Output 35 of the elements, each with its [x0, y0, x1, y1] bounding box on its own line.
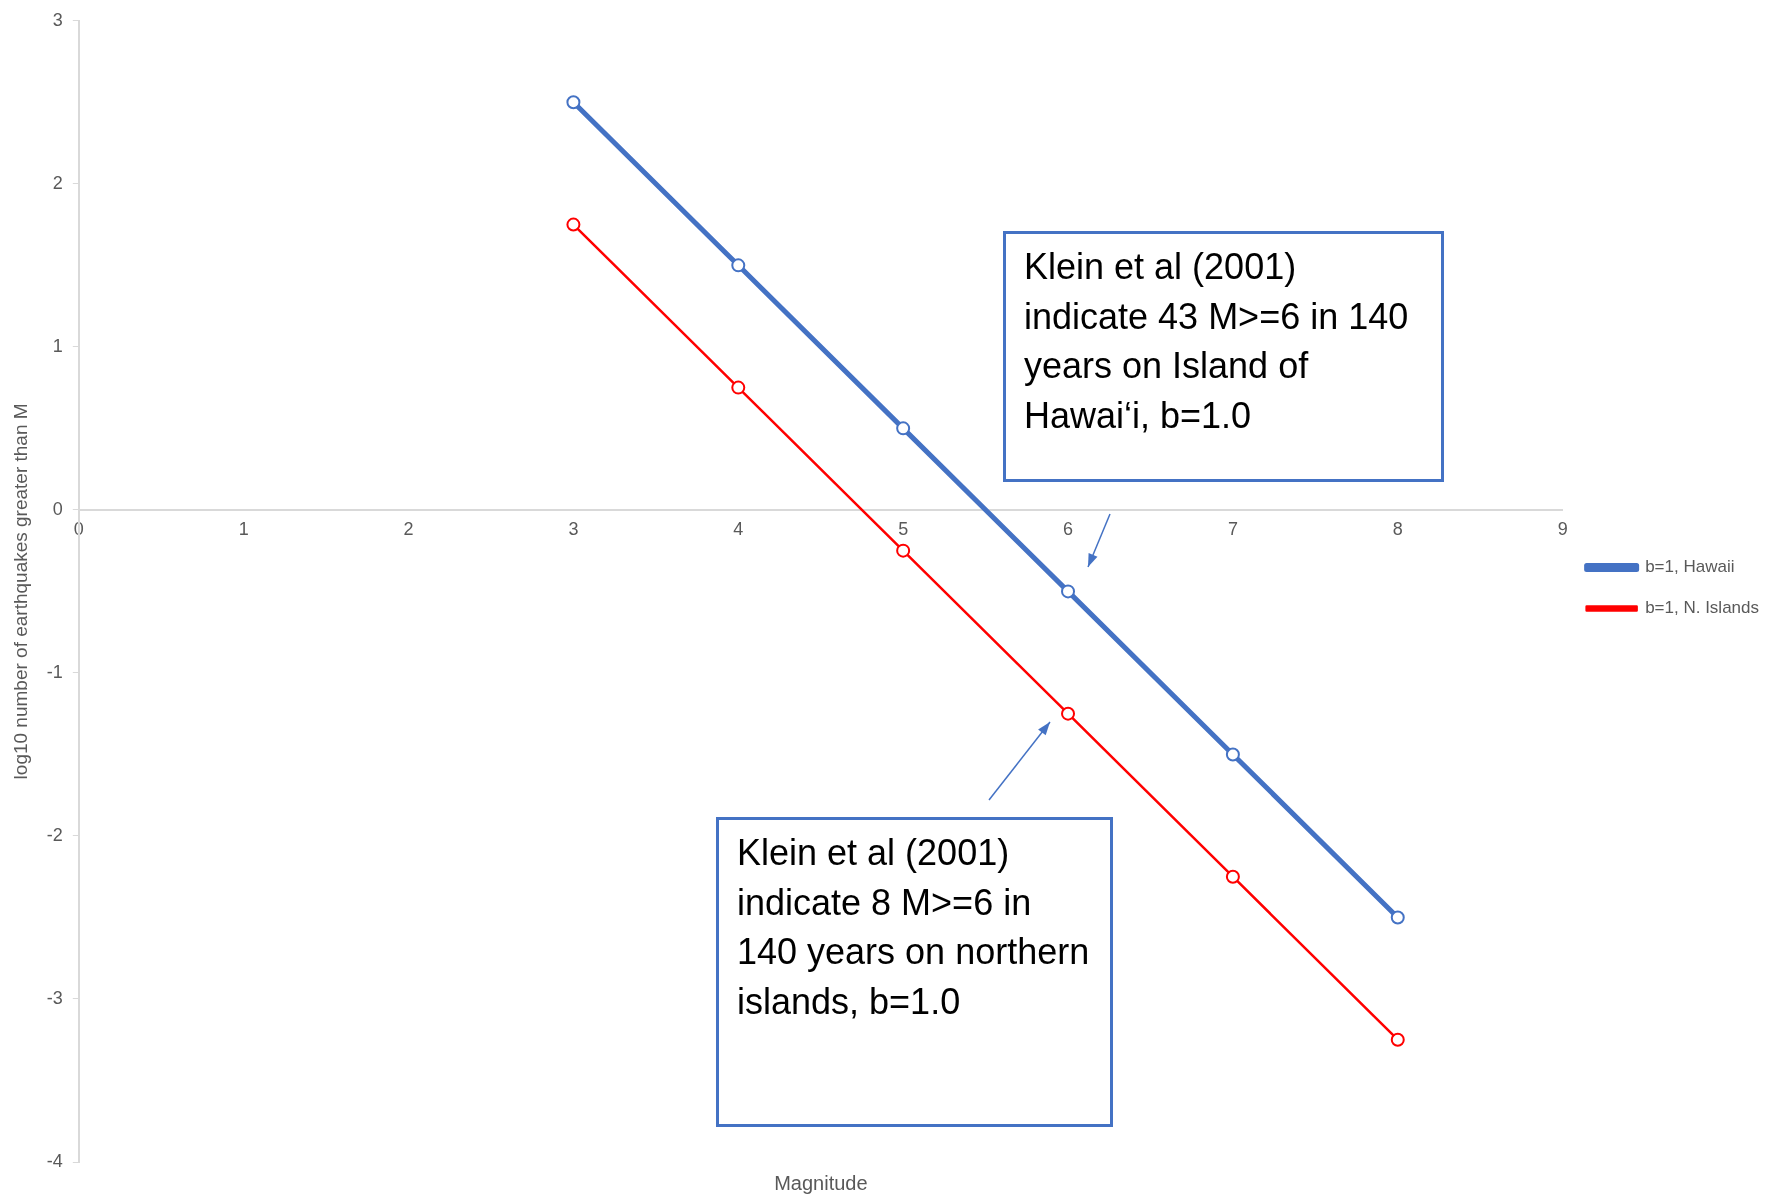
point — [1390, 910, 1405, 925]
x-tick-label: 8 — [1392, 518, 1403, 539]
point — [566, 95, 581, 110]
point — [566, 217, 581, 232]
text-box: Klein et al (2001) indicate 8 M>=6 in 140 years on northern islands, b=1.0 — [716, 817, 1113, 1127]
point — [1061, 706, 1076, 721]
y-tick-label: 3 — [52, 9, 63, 30]
point — [731, 380, 746, 395]
y-tick-label: -3 — [46, 987, 63, 1008]
y-tick-label: 0 — [52, 498, 63, 519]
point — [1225, 747, 1240, 762]
y-tick-label: 1 — [52, 335, 63, 356]
point — [1061, 584, 1076, 599]
x-axis-title: Magnitude — [774, 1172, 868, 1195]
x-tick-label: 1 — [238, 518, 249, 539]
legend-label: b=1, Hawaii — [1645, 557, 1735, 577]
x-tick-label: 5 — [898, 518, 909, 539]
x-tick-label: 2 — [403, 518, 414, 539]
legend-label: b=1, N. Islands — [1645, 598, 1759, 618]
x-tick-label: 3 — [568, 518, 579, 539]
text-box: Klein et al (2001) indicate 43 M>=6 in 140 years on Island of Hawai‘i, b=1.0 — [1003, 231, 1444, 482]
point — [896, 421, 911, 436]
point — [1390, 1032, 1405, 1047]
x-tick-label: 9 — [1557, 518, 1568, 539]
point — [1225, 869, 1240, 884]
y-tick-label: 2 — [52, 172, 63, 193]
y-tick-label: -2 — [46, 824, 63, 845]
y-tick-label: -1 — [46, 661, 63, 682]
x-tick-label: 7 — [1227, 518, 1238, 539]
point — [896, 543, 911, 558]
x-tick-label: 6 — [1063, 518, 1074, 539]
y-tick-label: -4 — [46, 1150, 63, 1171]
y-axis-title: log10 number of earthquakes greater than M — [9, 403, 31, 780]
x-tick-label: 4 — [733, 518, 744, 539]
point — [731, 258, 746, 273]
